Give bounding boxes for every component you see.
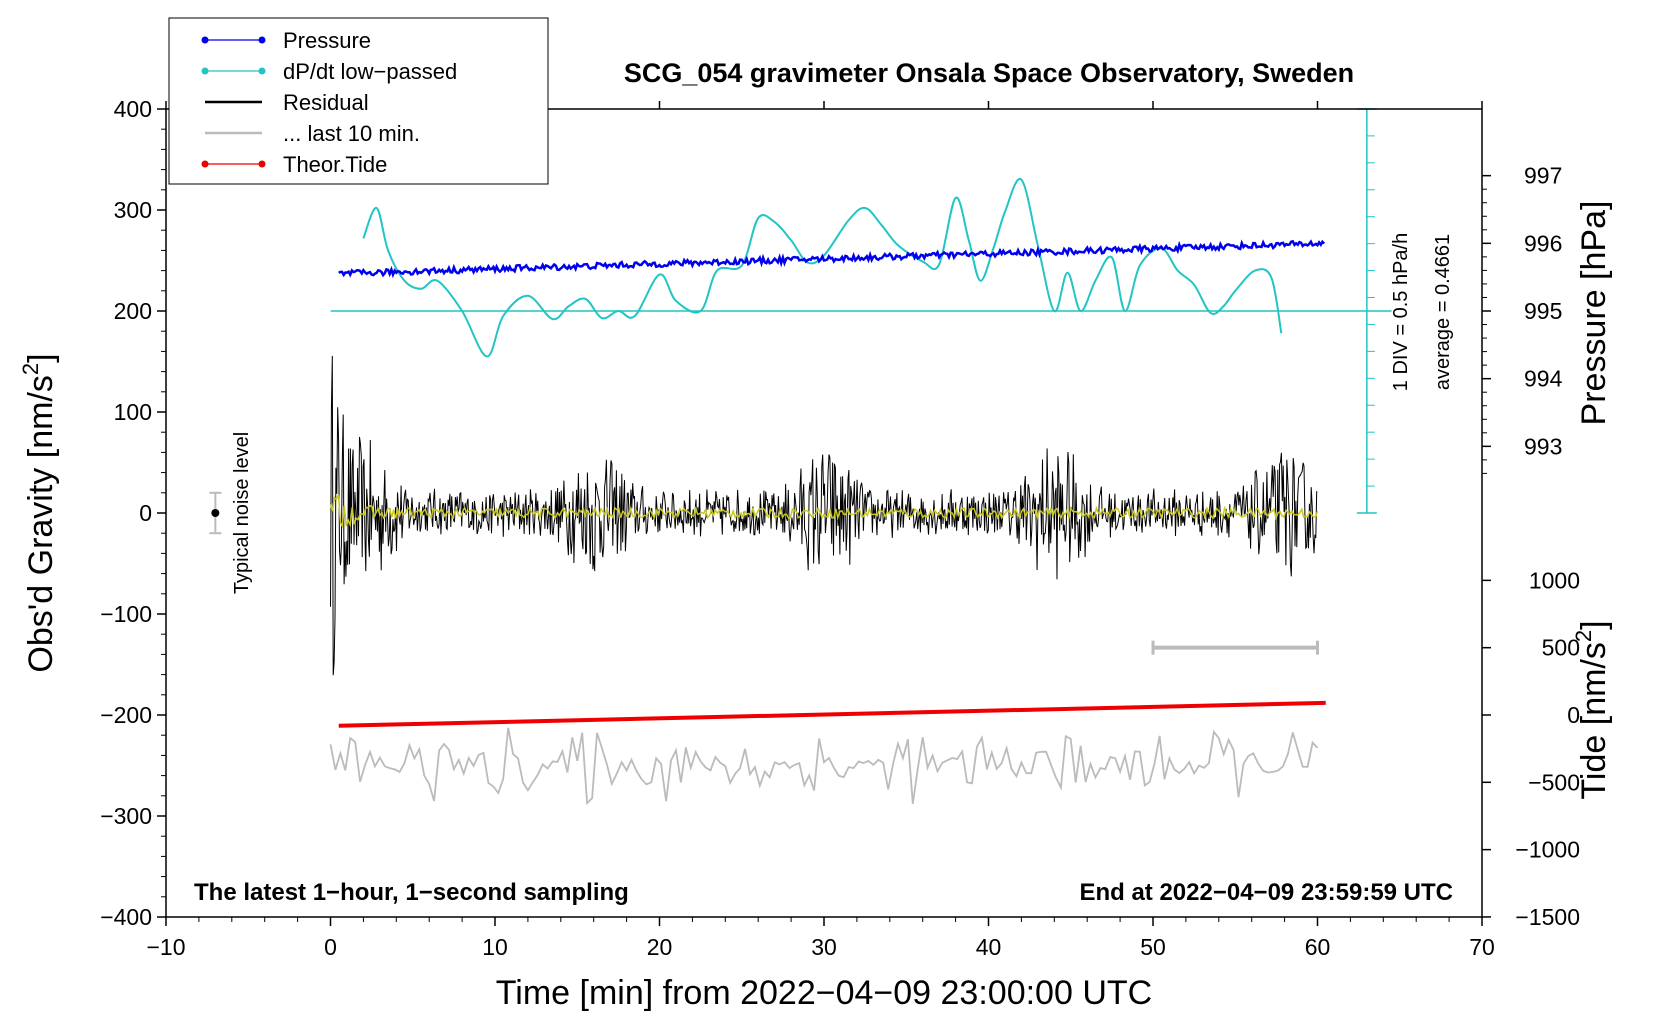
residual-smoothed-line bbox=[329, 494, 1319, 529]
y-tick-label: 400 bbox=[114, 96, 152, 122]
x-tick-label: 0 bbox=[324, 934, 337, 960]
pressure-tick-label: 996 bbox=[1524, 230, 1562, 256]
pressure-tick-label: 994 bbox=[1524, 366, 1563, 392]
y-axis-title-gravity-sup: 2 bbox=[18, 363, 43, 375]
average-annotation: average = 0.4661 bbox=[1432, 234, 1454, 390]
pressure-tick-label: 995 bbox=[1524, 298, 1562, 324]
y-tick-label: −200 bbox=[100, 702, 152, 728]
pressure-tick-label: 997 bbox=[1524, 163, 1562, 189]
last10-line bbox=[329, 727, 1319, 806]
note-end-time: End at 2022−04−09 23:59:59 UTC bbox=[1079, 879, 1453, 906]
legend-label-last10: ... last 10 min. bbox=[283, 121, 420, 146]
legend-marker-end-dpdt bbox=[258, 67, 266, 75]
dpdt-line bbox=[362, 178, 1283, 358]
y-tick-label: 300 bbox=[114, 197, 152, 223]
x-tick-label: 50 bbox=[1140, 934, 1166, 960]
legend-label-pressure: Pressure bbox=[283, 28, 371, 53]
x-tick-label: 20 bbox=[647, 934, 673, 960]
tide-tick-label: 0 bbox=[1567, 702, 1580, 728]
legend: Pressure dP/dt low−passed Residual ... l… bbox=[168, 17, 549, 185]
y-tick-label: 0 bbox=[139, 500, 152, 526]
legend-marker-start-dpdt bbox=[201, 67, 209, 75]
y-axis-title-tide: Tide [nm/s2] bbox=[1571, 620, 1613, 799]
noise-level-label: Typical noise level bbox=[231, 432, 253, 594]
pressure-line bbox=[338, 239, 1326, 279]
note-sampling: The latest 1−hour, 1−second sampling bbox=[194, 879, 629, 906]
legend-marker-start-tide bbox=[201, 160, 209, 168]
y-tick-label: −400 bbox=[100, 904, 152, 930]
y-axis-title-pressure: Pressure [hPa] bbox=[1575, 201, 1613, 426]
div-annotation: 1 DIV = 0.5 hPa/h bbox=[1390, 233, 1412, 391]
y-tick-label: 200 bbox=[114, 298, 152, 324]
chart-title: SCG_054 gravimeter Onsala Space Observat… bbox=[624, 58, 1354, 88]
tide-tick-label: 1000 bbox=[1529, 567, 1580, 593]
legend-marker-end-pressure bbox=[258, 36, 266, 44]
legend-marker-end-tide bbox=[258, 160, 266, 168]
x-tick-label: 30 bbox=[811, 934, 837, 960]
x-tick-label: 10 bbox=[482, 934, 508, 960]
y-tick-label: 100 bbox=[114, 399, 152, 425]
legend-label-dpdt: dP/dt low−passed bbox=[283, 59, 457, 84]
plot-frame bbox=[165, 108, 1483, 918]
tide-line bbox=[338, 700, 1326, 728]
x-tick-label: −10 bbox=[146, 934, 185, 960]
x-axis-title: Time [min] from 2022−04−09 23:00:00 UTC bbox=[496, 974, 1152, 1012]
x-tick-label: 40 bbox=[976, 934, 1002, 960]
y-axis-title-gravity-main: Obs'd Gravity [nm/s bbox=[22, 375, 60, 672]
y-axis-title-gravity-end: ] bbox=[22, 353, 60, 362]
y-axis-title-tide-main: Tide [nm/s bbox=[1575, 642, 1613, 799]
y-axis-title-tide-sup: 2 bbox=[1571, 630, 1596, 642]
tide-tick-label: −1500 bbox=[1515, 904, 1580, 930]
tide-tick-label: 500 bbox=[1542, 635, 1580, 661]
y-axis-title-tide-end: ] bbox=[1575, 620, 1613, 629]
pressure-tick-label: 993 bbox=[1524, 433, 1562, 459]
legend-marker-start-pressure bbox=[201, 36, 209, 44]
x-tick-label: 60 bbox=[1305, 934, 1331, 960]
noise-level-marker bbox=[211, 509, 220, 517]
tide-tick-label: −1000 bbox=[1515, 837, 1580, 863]
axes-layer: −10 0 10 20 30 40 50 60 704003002001000−100−200−… bbox=[100, 96, 1580, 960]
tide-tick-label: −500 bbox=[1528, 769, 1580, 795]
y-tick-label: −100 bbox=[100, 601, 152, 627]
series-layer bbox=[209, 108, 1392, 806]
x-tick-label: 70 bbox=[1469, 934, 1495, 960]
y-tick-label: −300 bbox=[100, 803, 152, 829]
legend-label-tide: Theor.Tide bbox=[283, 152, 387, 177]
legend-label-residual: Residual bbox=[283, 90, 369, 115]
y-axis-title-gravity: Obs'd Gravity [nm/s2] bbox=[18, 353, 60, 672]
